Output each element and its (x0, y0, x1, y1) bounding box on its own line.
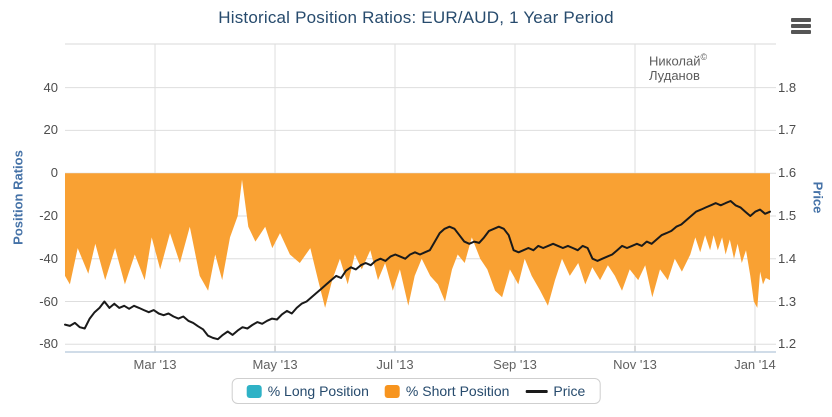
right-axis-title: Price (810, 181, 826, 214)
x-axis-tick-label: Mar '13 (133, 357, 177, 372)
legend-label: % Long Position (267, 383, 369, 399)
price-line (64, 200, 771, 341)
short-position-area (65, 173, 770, 308)
y-axis-tick-label: -80 (39, 336, 58, 352)
long-position-swatch-icon (246, 384, 262, 398)
right-axis-tick-label: 1.5 (778, 207, 797, 223)
right-axis-tick-label: 1.6 (778, 165, 797, 181)
legend-item-long-position[interactable]: % Long Position (246, 383, 369, 399)
y-axis-tick-label: 0 (50, 165, 58, 181)
y-axis-tick-label: -20 (39, 207, 58, 223)
legend: % Long Position % Short Position Price (231, 378, 601, 404)
x-axis-tick-label: Jan '14 (734, 357, 776, 372)
x-axis-tick-label: Sep '13 (493, 357, 537, 372)
x-axis-tick-label: Nov '13 (613, 357, 657, 372)
price-line-swatch-icon (525, 389, 548, 393)
legend-label: % Short Position (405, 383, 510, 399)
right-axis-tick-label: 1.4 (778, 250, 797, 266)
legend-label: Price (553, 383, 586, 399)
y-axis-tick-label: 40 (43, 79, 58, 95)
copyright-mark: © (700, 52, 708, 62)
right-axis-tick-label: 1.7 (778, 122, 797, 138)
legend-item-short-position[interactable]: % Short Position (384, 383, 510, 399)
right-axis-tick-label: 1.8 (778, 79, 797, 95)
x-axis-tick-label: Jul '13 (376, 357, 414, 372)
y-axis-tick-label: -60 (39, 293, 58, 309)
short-position-swatch-icon (384, 384, 400, 398)
right-axis-tick-label: 1.3 (778, 293, 797, 309)
left-axis-title: Position Ratios (10, 150, 26, 245)
hamburger-bar (791, 24, 811, 28)
hamburger-bar (791, 30, 811, 34)
chart-title: Historical Position Ratios: EUR/AUD, 1 Y… (218, 8, 614, 27)
hamburger-icon[interactable] (789, 14, 817, 38)
y-axis-tick-label: -40 (39, 250, 58, 266)
legend-item-price[interactable]: Price (525, 383, 585, 399)
right-axis-tick-label: 1.2 (778, 336, 797, 352)
hamburger-bar (791, 18, 811, 22)
watermark: Николай© Луданов (649, 52, 708, 84)
y-axis-tick-label: 20 (43, 122, 58, 138)
x-axis-tick-label: May '13 (252, 357, 298, 372)
